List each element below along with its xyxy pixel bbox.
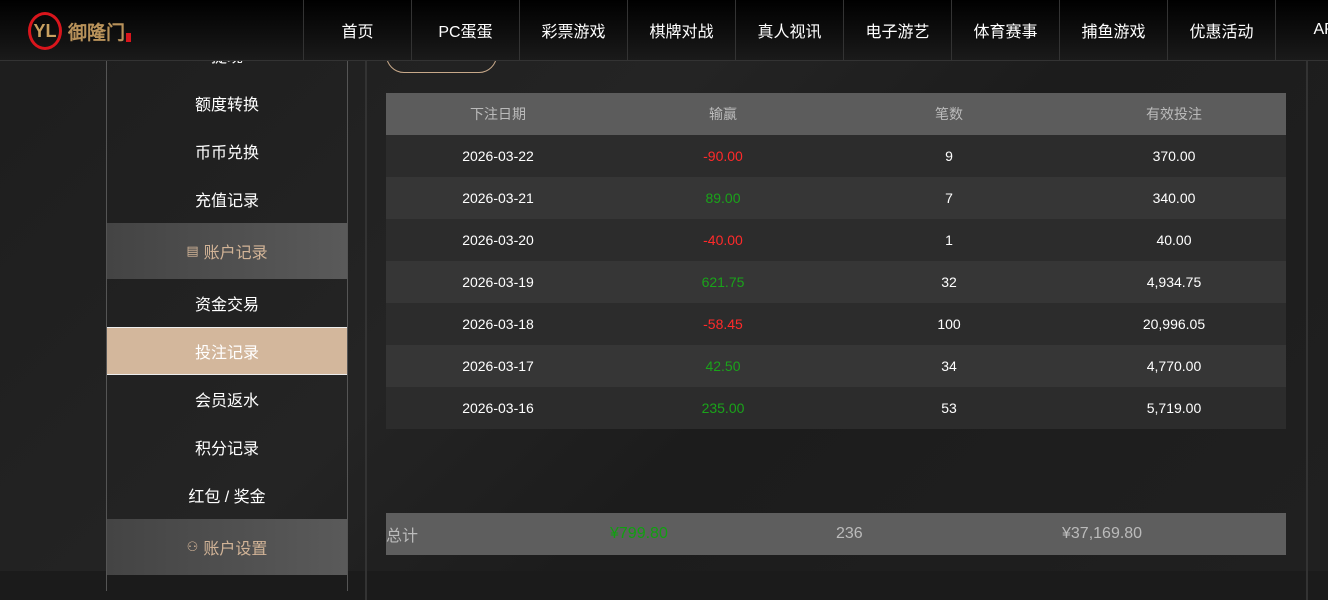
- nav-item[interactable]: 彩票游戏: [519, 0, 627, 60]
- table-row: 2026-03-16 235.00 53 5,719.00: [386, 387, 1286, 429]
- cell-win-loss: -90.00: [703, 148, 743, 164]
- cell-count: 1: [945, 232, 953, 248]
- top-header: YL 御隆门 首页 PC蛋蛋 彩票游戏 棋牌对战 真人视讯 电子游艺 体育赛事 捕鱼游戏 优惠活…: [0, 0, 1328, 61]
- nav-item[interactable]: PC蛋蛋: [411, 0, 519, 60]
- cell-win-loss: 89.00: [705, 190, 741, 206]
- table-row: 2026-03-19 621.75 32 4,934.75: [386, 261, 1286, 303]
- nav-item[interactable]: 真人视讯: [735, 0, 843, 60]
- cell-count: 32: [941, 274, 957, 290]
- cell-count: 100: [937, 316, 961, 332]
- total-label: 总计: [386, 528, 419, 545]
- table-row: 2026-03-22 -90.00 9 370.00: [386, 135, 1286, 177]
- logo-text: 御隆门: [68, 22, 126, 44]
- section-label: 账户设置: [203, 541, 268, 558]
- section-account-settings[interactable]: ⚇ 账户设置: [107, 519, 347, 575]
- logo[interactable]: YL 御隆门: [28, 12, 132, 50]
- col-win-loss: 输赢: [709, 106, 737, 122]
- cell-count: 7: [945, 190, 953, 206]
- sidebar-item[interactable]: 投注记录: [107, 327, 347, 375]
- table-row: 2026-03-17 42.50 34 4,770.00: [386, 345, 1286, 387]
- section-label: 账户记录: [203, 245, 268, 262]
- total-win-loss: ¥799.80: [610, 525, 668, 542]
- cell-win-loss: 235.00: [701, 400, 745, 416]
- cell-count: 34: [941, 358, 957, 374]
- total-row: 总计 ¥799.80 236 ¥37,169.80: [386, 513, 1286, 555]
- cell-valid-bet: 340.00: [1152, 190, 1196, 206]
- sidebar-item[interactable]: 红包 / 奖金: [188, 489, 266, 506]
- table-row: 2026-03-18 -58.45 100 20,996.05: [386, 303, 1286, 345]
- cell-valid-bet: 370.00: [1152, 148, 1196, 164]
- sidebar-item[interactable]: 币币兑换: [194, 145, 259, 162]
- nav-item[interactable]: 捕鱼游戏: [1059, 0, 1167, 60]
- table-header: 下注日期 输赢 笔数 有效投注: [386, 93, 1286, 135]
- table-row: 2026-03-20 -40.00 1 40.00: [386, 219, 1286, 261]
- cell-date: 2026-03-21: [462, 190, 534, 206]
- cell-date: 2026-03-17: [462, 358, 534, 374]
- content-panel: [365, 40, 1308, 600]
- sidebar-item[interactable]: 资金交易: [194, 297, 259, 314]
- nav-item[interactable]: 棋牌对战: [627, 0, 735, 60]
- total-count: 236: [836, 525, 863, 542]
- main-nav: 首页PC蛋蛋彩票游戏棋牌对战真人视讯电子游艺体育赛事捕鱼游戏优惠活动APP: [303, 0, 1328, 60]
- document-icon: ▤: [186, 243, 199, 258]
- cell-win-loss: 42.50: [705, 358, 741, 374]
- sidebar-item[interactable]: 积分记录: [194, 441, 259, 458]
- cell-date: 2026-03-19: [462, 274, 534, 290]
- cell-win-loss: -58.45: [703, 316, 743, 332]
- logo-emblem: YL: [28, 12, 62, 50]
- sidebar-item[interactable]: 充值记录: [194, 193, 259, 210]
- nav-item[interactable]: 体育赛事: [951, 0, 1059, 60]
- cell-win-loss: 621.75: [701, 274, 745, 290]
- cell-valid-bet: 5,719.00: [1146, 400, 1202, 416]
- cell-valid-bet: 40.00: [1156, 232, 1192, 248]
- table-row: 2026-03-21 89.00 7 340.00: [386, 177, 1286, 219]
- total-valid-bet: ¥37,169.80: [1062, 525, 1143, 542]
- cell-valid-bet: 4,934.75: [1146, 274, 1202, 290]
- cell-win-loss: -40.00: [703, 232, 743, 248]
- col-date: 下注日期: [470, 106, 526, 122]
- section-account-records[interactable]: ▤ 账户记录: [107, 223, 347, 279]
- nav-item[interactable]: 首页: [303, 0, 411, 60]
- cell-count: 53: [941, 400, 957, 416]
- cell-date: 2026-03-20: [462, 232, 534, 248]
- sidebar: 提现额度转换币币兑换充值记录 ▤账户记录 资金交易投注记录会员返水积分记录红包 …: [106, 31, 348, 591]
- nav-item[interactable]: APP: [1275, 0, 1328, 60]
- cell-date: 2026-03-22: [462, 148, 534, 164]
- cell-date: 2026-03-16: [462, 400, 534, 416]
- logo-seal: [126, 32, 132, 42]
- col-count: 笔数: [935, 106, 963, 122]
- cell-valid-bet: 20,996.05: [1142, 316, 1206, 332]
- sidebar-item[interactable]: 会员返水: [194, 393, 259, 410]
- bet-records-table: 下注日期 输赢 笔数 有效投注 2026-03-22 -90.00 9 370.00 2…: [386, 93, 1286, 429]
- col-valid-bet: 有效投注: [1146, 106, 1202, 122]
- cell-count: 9: [945, 148, 953, 164]
- sidebar-item[interactable]: 额度转换: [194, 97, 259, 114]
- nav-item[interactable]: 电子游艺: [843, 0, 951, 60]
- cell-date: 2026-03-18: [462, 316, 534, 332]
- user-icon: ⚇: [186, 539, 199, 554]
- cell-valid-bet: 4,770.00: [1146, 358, 1202, 374]
- nav-item[interactable]: 优惠活动: [1167, 0, 1275, 60]
